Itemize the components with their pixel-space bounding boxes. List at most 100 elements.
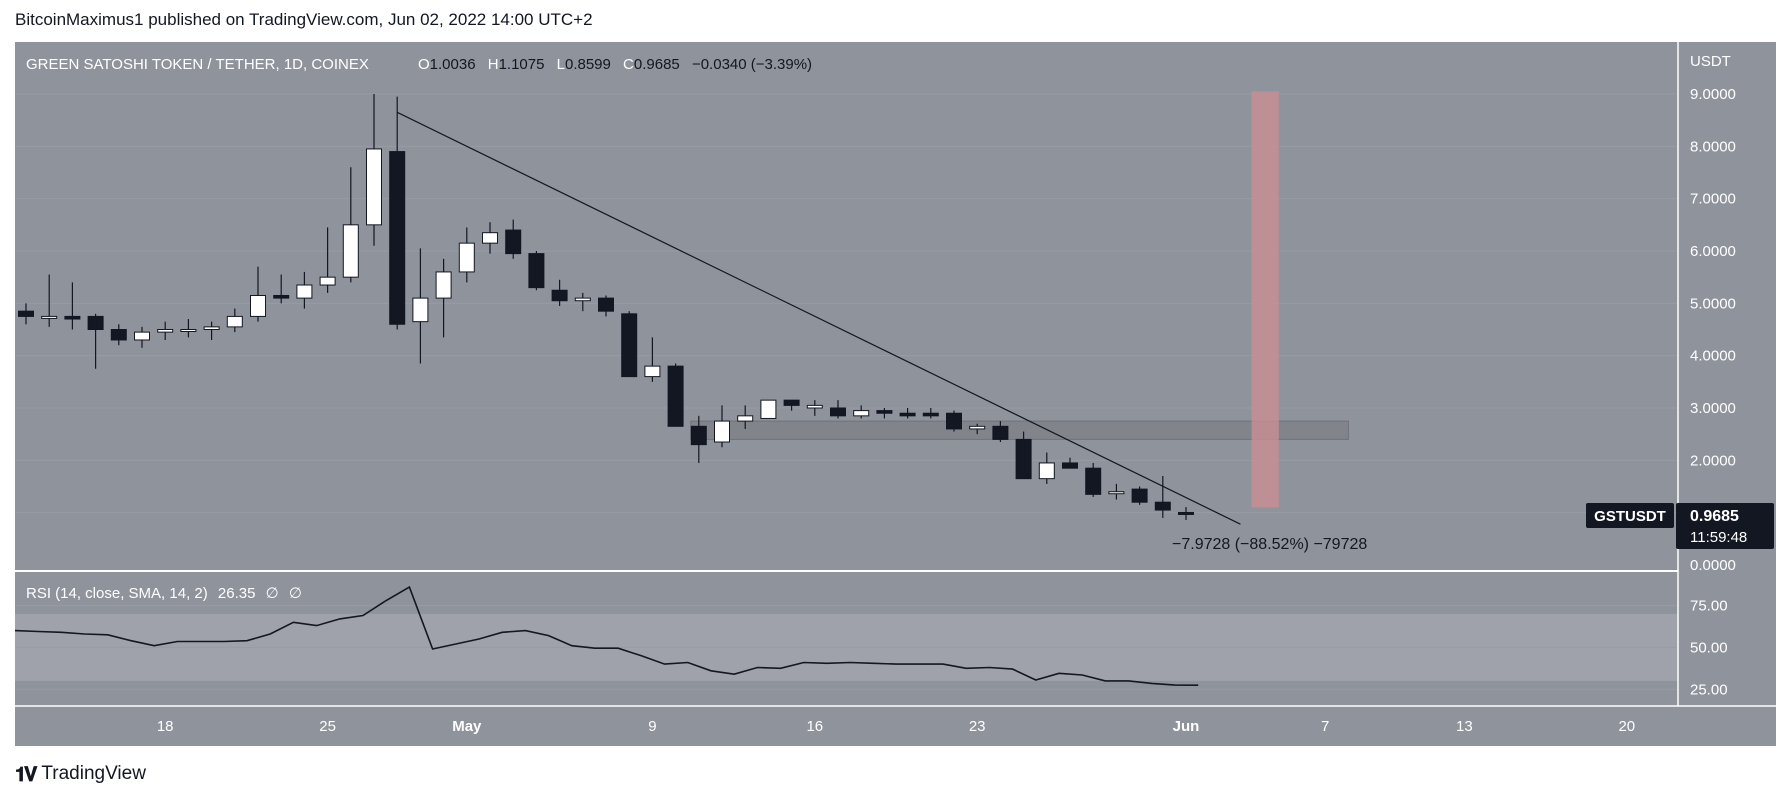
candle-body [922, 412, 939, 417]
trend-line-group[interactable] [396, 111, 1241, 525]
candle [830, 400, 846, 419]
support-zone [690, 420, 1349, 440]
tradingview-logo-icon: 𝟏𝐕 [15, 762, 37, 786]
candle [667, 363, 684, 427]
candle [1108, 483, 1125, 500]
legend-l-value: 0.8599 [565, 56, 611, 73]
time-tick-label: 7 [1321, 718, 1329, 735]
candle [946, 410, 962, 432]
last-price-value: 0.9685 [1690, 508, 1739, 525]
candle [690, 415, 707, 463]
candle [621, 311, 638, 378]
candle-body [505, 229, 522, 255]
published-by-line: BitcoinMaximus1 published on TradingView… [15, 10, 593, 29]
candle [992, 421, 1009, 443]
time-tick-label: 25 [319, 718, 336, 735]
rsi-tick-label: 25.00 [1690, 681, 1728, 698]
price-tick-label: 6.0000 [1690, 243, 1736, 260]
candle [389, 96, 406, 330]
candle [1015, 431, 1032, 480]
legend-c-value: 0.9685 [634, 56, 680, 73]
candle-body [899, 412, 916, 417]
candle-body [946, 412, 962, 430]
candle [180, 319, 197, 338]
candle [435, 258, 452, 338]
legend-o-value: 1.0036 [430, 56, 476, 73]
candle [41, 274, 58, 327]
rsi-tick-label: 75.00 [1690, 598, 1728, 615]
candle [853, 405, 870, 419]
price-tick-label: 4.0000 [1690, 348, 1736, 365]
candle [783, 399, 800, 411]
time-tick-label: 18 [157, 718, 174, 735]
time-axis-ticks: 18 25 May 9 16 23 Jun 7 13 20 [157, 718, 1635, 735]
candle-body [783, 399, 800, 406]
candle-body [110, 329, 127, 341]
candle-body [574, 297, 591, 302]
candle-body [1015, 438, 1032, 480]
time-scale[interactable] [15, 706, 1776, 746]
main-pane[interactable] [15, 42, 1678, 570]
candle-body [412, 297, 429, 323]
candle-body [621, 313, 638, 378]
candle-body [1178, 511, 1194, 515]
legend-o-label: O [418, 56, 430, 73]
time-tick-label: 16 [806, 718, 823, 735]
candle [1038, 452, 1055, 484]
candle-body [134, 331, 150, 341]
candle [296, 271, 313, 309]
candle-body [876, 410, 893, 414]
price-tick-label: 7.0000 [1690, 191, 1736, 208]
candle-body [482, 232, 498, 244]
price-axis-currency: USDT [1690, 53, 1731, 70]
candle-body [435, 271, 452, 299]
price-tick-label: 3.0000 [1690, 400, 1736, 417]
rsi-line [14, 585, 1199, 686]
candle-body [737, 415, 754, 422]
price-axis-ticks: 9.0000 8.0000 7.0000 6.0000 5.0000 4.0000 3.00… [1690, 86, 1736, 574]
candle [1154, 476, 1171, 518]
pane-separator[interactable] [15, 570, 1678, 572]
candle [1178, 507, 1194, 520]
candle [412, 248, 429, 364]
candle-body [226, 315, 243, 328]
candle-body [830, 407, 846, 417]
candle-body [366, 148, 382, 226]
candle [226, 308, 243, 333]
candle [528, 251, 545, 291]
legend-h-value: 1.1075 [499, 56, 545, 73]
footer-brand[interactable]: 𝟏𝐕 TradingView [15, 762, 146, 786]
candle [899, 408, 916, 419]
candle-body [714, 420, 730, 443]
trend-line[interactable] [396, 111, 1241, 525]
candle [922, 408, 939, 419]
candle [134, 326, 150, 348]
last-price-badge: GSTUSDT 0.9685 11:59:48 [1586, 503, 1774, 549]
rsi-legend: RSI (14, close, SMA, 14, 2) 26.35 ∅ ∅ [26, 585, 302, 602]
candle-body [1038, 462, 1055, 480]
footer-brand-label: TradingView [41, 763, 146, 784]
candle-body [389, 151, 406, 325]
candle-body [969, 425, 986, 430]
candle [482, 222, 498, 254]
time-tick-label: 13 [1456, 718, 1473, 735]
candle [203, 321, 220, 340]
time-tick-label: 9 [648, 718, 656, 735]
candle [806, 400, 823, 416]
candle [458, 227, 475, 283]
legend-symbol: GREEN SATOSHI TOKEN / TETHER, 1D, COINEX [26, 56, 369, 73]
price-scale[interactable] [1678, 42, 1776, 706]
candle-body [551, 289, 568, 302]
candle [598, 295, 614, 317]
candle-body [64, 315, 81, 320]
rsi-value: 26.35 [218, 585, 256, 602]
candle [760, 399, 777, 419]
candle [1062, 457, 1078, 469]
candle-body [1154, 501, 1171, 511]
candle [273, 274, 290, 304]
rsi-axis-ticks: 75.00 50.00 25.00 [1690, 598, 1728, 699]
legend-change: −0.0340 (−3.39%) [692, 56, 812, 73]
candle [319, 227, 336, 293]
candle-body [157, 329, 174, 333]
